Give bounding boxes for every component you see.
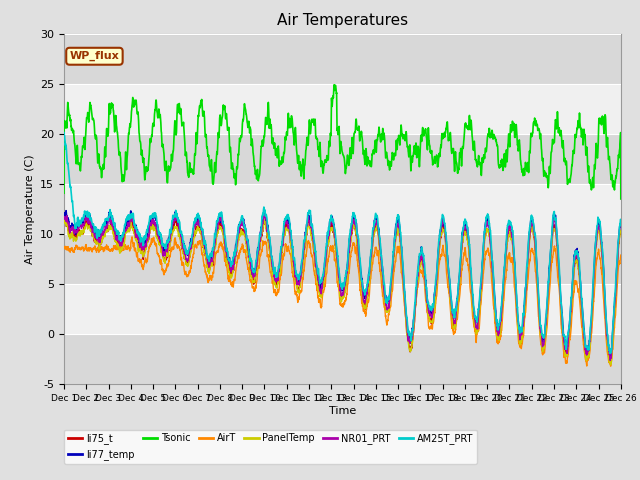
- Y-axis label: Air Temperature (C): Air Temperature (C): [24, 154, 35, 264]
- Legend: li75_t, li77_temp, Tsonic, AirT, PanelTemp, NR01_PRT, AM25T_PRT: li75_t, li77_temp, Tsonic, AirT, PanelTe…: [64, 430, 477, 464]
- X-axis label: Time: Time: [329, 406, 356, 416]
- Bar: [64, 134, 621, 184]
- Bar: [64, 234, 621, 284]
- Bar: [64, 334, 621, 384]
- Text: WP_flux: WP_flux: [70, 51, 119, 61]
- Bar: [64, 34, 621, 84]
- Title: Air Temperatures: Air Temperatures: [277, 13, 408, 28]
